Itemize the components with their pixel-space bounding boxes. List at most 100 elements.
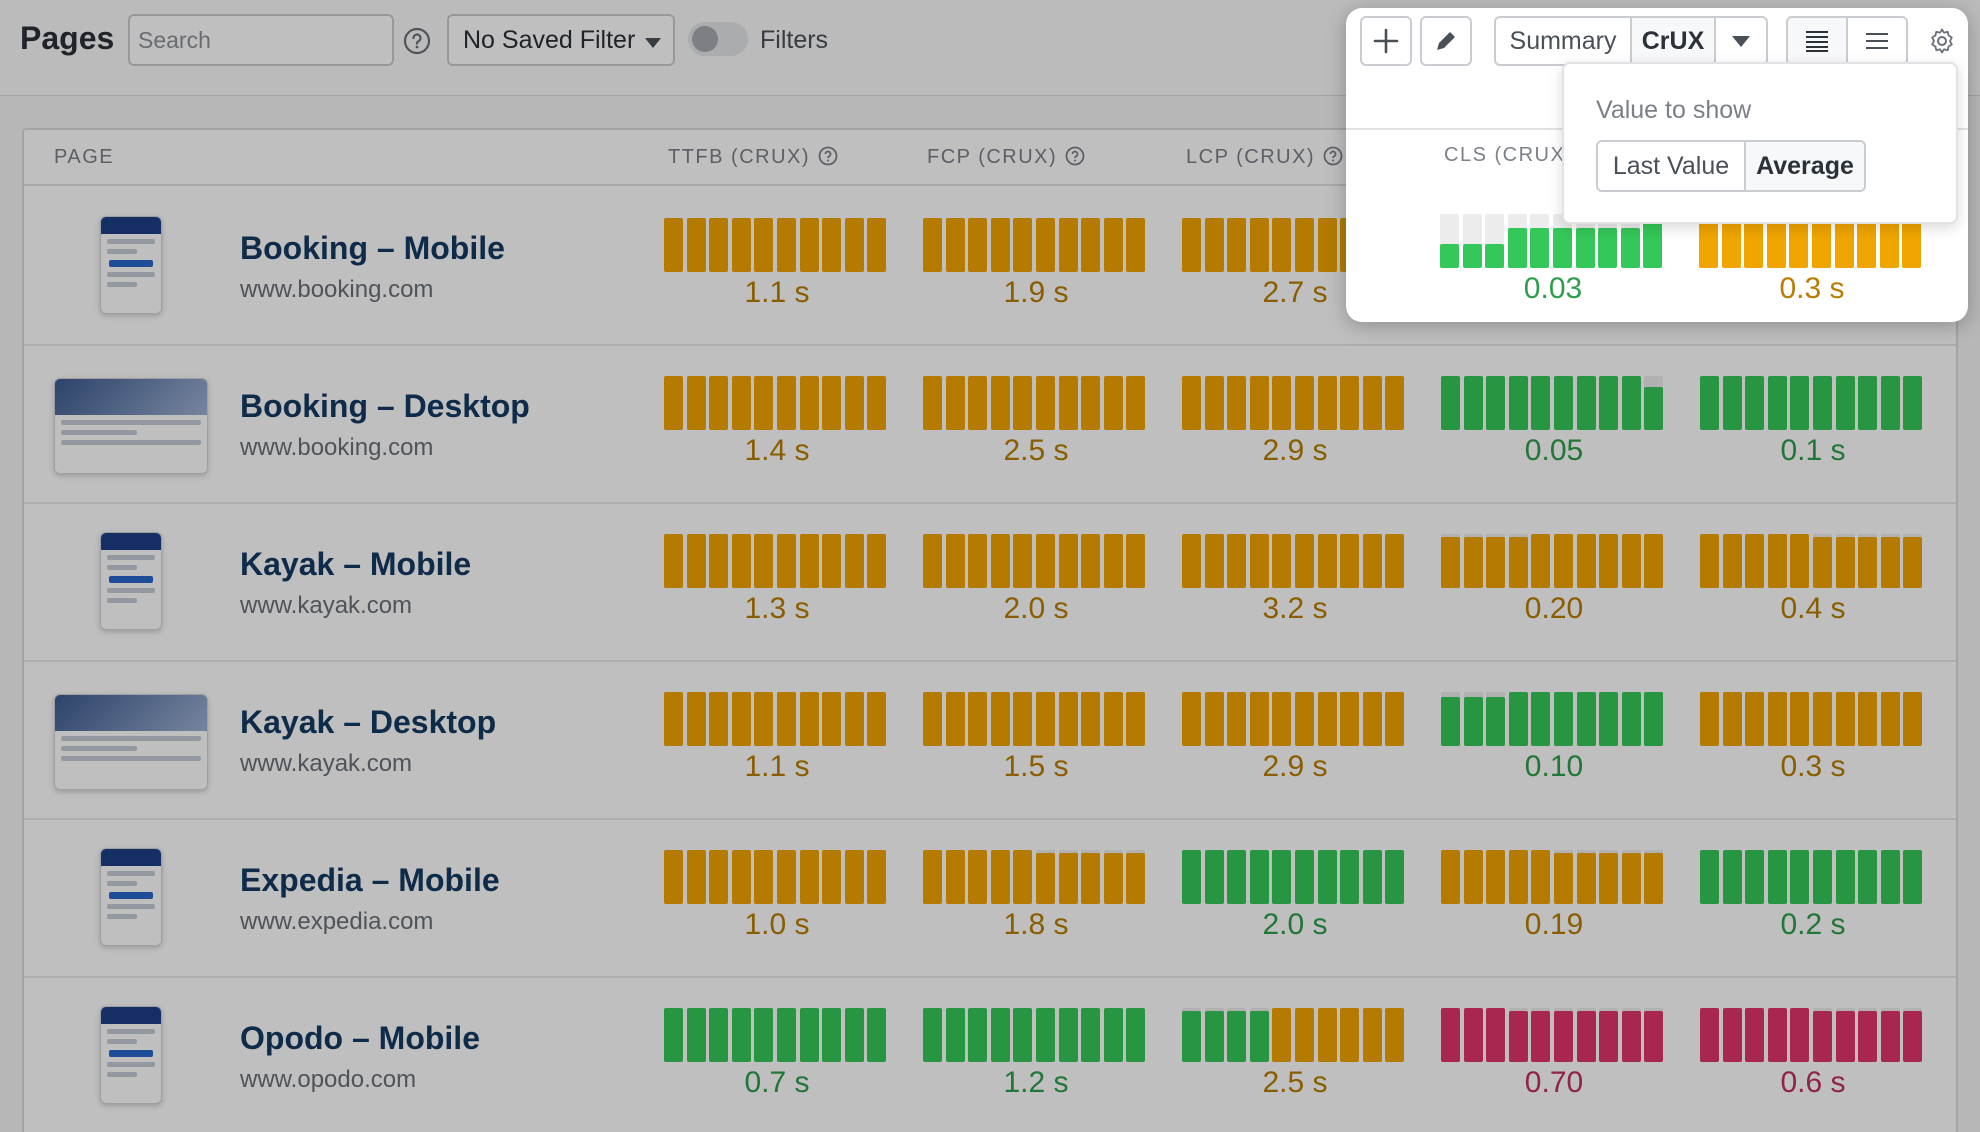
- metric-cell[interactable]: 2.9 s: [1182, 376, 1408, 486]
- metric-value: 1.0 s: [744, 908, 810, 941]
- column-header-ttfb[interactable]: TTFB (CRUX): [668, 146, 838, 172]
- bar: [968, 218, 988, 272]
- bar: [1858, 376, 1878, 430]
- page-thumbnail[interactable]: [54, 694, 208, 790]
- metric-cell[interactable]: 1.1 s: [664, 218, 890, 328]
- page-name[interactable]: Opodo – Mobile: [240, 1020, 480, 1056]
- metric-cell[interactable]: 1.9 s: [923, 218, 1149, 328]
- metric-cell[interactable]: 0.2 s: [1700, 850, 1926, 960]
- bar: [1621, 850, 1641, 904]
- bar: [1204, 692, 1224, 746]
- column-header-lcp[interactable]: LCP (CRUX): [1186, 146, 1343, 172]
- density-compact-button[interactable]: [1786, 16, 1848, 66]
- column-header-fcp[interactable]: FCP (CRUX): [927, 146, 1085, 172]
- bar: [731, 218, 751, 272]
- metric-value: 0.7 s: [744, 1066, 810, 1099]
- help-icon[interactable]: [1065, 146, 1085, 172]
- last-value-option[interactable]: Last Value: [1596, 140, 1746, 192]
- density-comfortable-button[interactable]: [1846, 16, 1908, 66]
- metric-cell[interactable]: 0.7 s: [664, 1008, 890, 1118]
- metric-cell[interactable]: 2.5 s: [1182, 1008, 1408, 1118]
- table-row[interactable]: Opodo – Mobile www.opodo.com 0.7 s 1.2 s 2.5…: [24, 978, 1956, 1132]
- filters-toggle[interactable]: [688, 22, 748, 56]
- bar: [1902, 214, 1922, 268]
- page-name[interactable]: Booking – Desktop: [240, 388, 530, 424]
- column-header-page[interactable]: PAGE: [54, 146, 115, 168]
- metric-cell[interactable]: 2.9 s: [1182, 692, 1408, 802]
- page-name[interactable]: Expedia – Mobile: [240, 862, 500, 898]
- bar: [990, 534, 1010, 588]
- page-name[interactable]: Kayak – Mobile: [240, 546, 472, 582]
- help-icon[interactable]: [403, 27, 431, 60]
- bar: [923, 692, 942, 746]
- bar: [1644, 534, 1664, 588]
- metric-cell[interactable]: 0.03: [1440, 214, 1666, 322]
- search-input[interactable]: [128, 14, 394, 66]
- metric-cell[interactable]: 0.1 s: [1700, 376, 1926, 486]
- bar: [1317, 692, 1337, 746]
- table-row[interactable]: Expedia – Mobile www.expedia.com 1.0 s 1.8 …: [24, 820, 1956, 978]
- metric-value: 1.5 s: [1003, 750, 1069, 783]
- page-thumbnail[interactable]: [100, 848, 162, 946]
- metric-cell[interactable]: 0.70: [1441, 1008, 1667, 1118]
- add-button[interactable]: [1360, 16, 1412, 66]
- page-name[interactable]: Booking – Mobile: [240, 230, 505, 266]
- metric-cell[interactable]: 0.4 s: [1700, 534, 1926, 644]
- bar: [1295, 850, 1314, 904]
- bar: [1858, 1008, 1878, 1062]
- bar: [822, 218, 842, 272]
- metric-value: 2.9 s: [1262, 434, 1328, 467]
- page-thumbnail[interactable]: [54, 378, 208, 474]
- bar: [1227, 1008, 1247, 1062]
- bar: [1767, 1008, 1787, 1062]
- metric-cell[interactable]: 1.2 s: [923, 1008, 1149, 1118]
- view-dropdown-button[interactable]: [1714, 16, 1768, 66]
- metric-cell[interactable]: 2.5 s: [923, 376, 1149, 486]
- average-option[interactable]: Average: [1744, 140, 1866, 192]
- view-summary-button[interactable]: Summary: [1494, 16, 1632, 66]
- view-crux-button[interactable]: CrUX: [1630, 16, 1716, 66]
- bar: [1903, 376, 1923, 430]
- column-header-cls[interactable]: CLS (CRUX): [1444, 144, 1574, 166]
- page-url: www.kayak.com: [240, 750, 413, 777]
- help-icon[interactable]: [1323, 146, 1343, 172]
- metric-cell[interactable]: 0.19: [1441, 850, 1667, 960]
- page-thumbnail[interactable]: [100, 532, 162, 630]
- metric-cell[interactable]: 1.5 s: [923, 692, 1149, 802]
- table-row[interactable]: Booking – Desktop www.booking.com 1.4 s 2.5…: [24, 346, 1956, 504]
- bar: [1058, 534, 1078, 588]
- metric-value: 1.1 s: [744, 276, 810, 309]
- page-thumbnail[interactable]: [100, 216, 162, 314]
- metric-cell[interactable]: 1.3 s: [664, 534, 890, 644]
- table-row[interactable]: Kayak – Mobile www.kayak.com 1.3 s 2.0 s 3.2…: [24, 504, 1956, 662]
- metric-cell[interactable]: 3.2 s: [1182, 534, 1408, 644]
- page-thumbnail[interactable]: [100, 1006, 162, 1104]
- metric-cell[interactable]: 0.20: [1441, 534, 1667, 644]
- bar: [1182, 376, 1201, 430]
- metric-cell[interactable]: 1.1 s: [664, 692, 890, 802]
- bar: [1036, 218, 1055, 272]
- metric-cell[interactable]: 1.4 s: [664, 376, 890, 486]
- metric-cell[interactable]: 0.3 s: [1699, 214, 1925, 322]
- table-row[interactable]: Kayak – Desktop www.kayak.com 1.1 s 1.5 s 2.…: [24, 662, 1956, 820]
- metric-cell[interactable]: 0.3 s: [1700, 692, 1926, 802]
- metric-cell[interactable]: 0.05: [1441, 376, 1667, 486]
- help-icon[interactable]: [818, 146, 838, 172]
- metric-cell[interactable]: 1.8 s: [923, 850, 1149, 960]
- edit-button[interactable]: [1420, 16, 1472, 66]
- bar: [709, 218, 729, 272]
- settings-button[interactable]: [1922, 16, 1962, 66]
- bar: [1249, 692, 1269, 746]
- page-name[interactable]: Kayak – Desktop: [240, 704, 497, 740]
- bar: [709, 1008, 729, 1062]
- metric-cell[interactable]: 2.0 s: [1182, 850, 1408, 960]
- metric-value: 0.4 s: [1780, 592, 1846, 625]
- saved-filter-select[interactable]: No Saved Filter: [447, 14, 675, 66]
- bar: [844, 850, 864, 904]
- metric-cell[interactable]: 1.0 s: [664, 850, 890, 960]
- metric-cell[interactable]: 0.10: [1441, 692, 1667, 802]
- metric-cell[interactable]: 0.6 s: [1700, 1008, 1926, 1118]
- bar: [822, 376, 842, 430]
- metric-cell[interactable]: 2.0 s: [923, 534, 1149, 644]
- bar: [754, 692, 774, 746]
